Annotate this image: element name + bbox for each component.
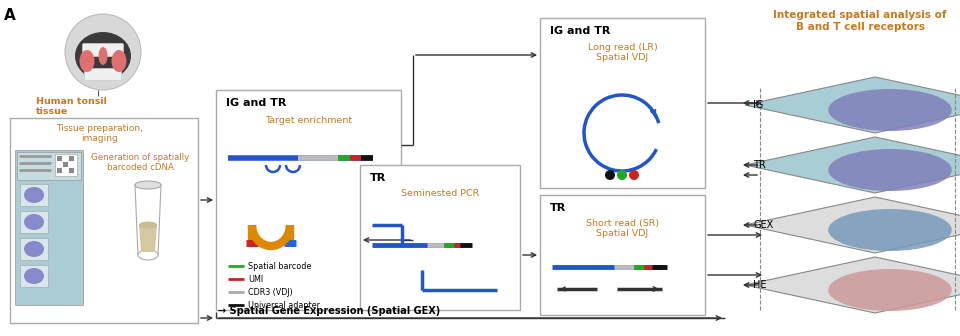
Text: GEX: GEX <box>753 220 773 230</box>
Bar <box>15 150 83 305</box>
Bar <box>69 168 74 173</box>
Ellipse shape <box>828 269 951 311</box>
Polygon shape <box>139 225 157 252</box>
Text: IG and TR: IG and TR <box>550 26 611 36</box>
Text: Target enrichment: Target enrichment <box>265 116 352 125</box>
Bar <box>540 195 705 315</box>
Circle shape <box>617 170 627 180</box>
Polygon shape <box>745 257 960 313</box>
Text: Generation of spatially
barcoded cDNA: Generation of spatially barcoded cDNA <box>91 153 189 172</box>
Text: IG and TR: IG and TR <box>226 98 286 108</box>
Ellipse shape <box>80 50 94 72</box>
Text: Long read (LR)
Spatial VDJ: Long read (LR) Spatial VDJ <box>588 43 658 62</box>
Text: Seminested PCR: Seminested PCR <box>401 189 479 198</box>
FancyBboxPatch shape <box>83 43 124 56</box>
Polygon shape <box>745 197 960 253</box>
Bar <box>57 168 62 173</box>
Circle shape <box>65 14 141 90</box>
Text: HE: HE <box>753 280 766 290</box>
Text: UMI: UMI <box>248 275 263 284</box>
Bar <box>57 156 62 161</box>
Ellipse shape <box>24 214 44 230</box>
Bar <box>540 18 705 188</box>
Circle shape <box>629 170 639 180</box>
Ellipse shape <box>75 32 131 80</box>
Ellipse shape <box>138 250 158 260</box>
Ellipse shape <box>135 181 161 189</box>
Text: Short read (SR)
Spatial VDJ: Short read (SR) Spatial VDJ <box>586 219 660 239</box>
Ellipse shape <box>828 89 951 131</box>
Text: Universal adapter: Universal adapter <box>248 301 320 310</box>
Ellipse shape <box>828 149 951 191</box>
Text: TR: TR <box>370 173 386 183</box>
Polygon shape <box>135 185 161 255</box>
Bar <box>20 211 48 233</box>
Polygon shape <box>745 77 960 133</box>
Ellipse shape <box>24 268 44 284</box>
Bar <box>63 162 68 167</box>
Text: TR: TR <box>753 160 766 170</box>
Ellipse shape <box>111 50 127 72</box>
Ellipse shape <box>24 187 44 203</box>
Ellipse shape <box>99 47 108 65</box>
Ellipse shape <box>24 241 44 257</box>
Bar <box>10 118 198 323</box>
FancyBboxPatch shape <box>84 69 122 81</box>
Bar <box>360 165 520 310</box>
Bar <box>17 152 81 180</box>
Polygon shape <box>745 137 960 193</box>
Bar <box>20 184 48 206</box>
Bar <box>20 265 48 287</box>
Circle shape <box>605 170 615 180</box>
Text: Tissue preparation,
imaging: Tissue preparation, imaging <box>57 124 143 143</box>
Bar <box>69 156 74 161</box>
Text: Spatial barcode: Spatial barcode <box>248 262 311 271</box>
Bar <box>20 238 48 260</box>
Ellipse shape <box>828 209 951 251</box>
Text: TR: TR <box>550 203 566 213</box>
Text: Human tonsil
tissue: Human tonsil tissue <box>36 97 107 116</box>
Text: IG: IG <box>753 100 763 110</box>
Text: Integrated spatial analysis of
B and T cell receptors: Integrated spatial analysis of B and T c… <box>773 10 947 32</box>
Bar <box>55 154 77 176</box>
Text: CDR3 (VDJ): CDR3 (VDJ) <box>248 288 293 297</box>
Text: A: A <box>4 8 15 23</box>
Bar <box>216 90 401 310</box>
Text: → Spatial Gene Expression (Spatial GEX): → Spatial Gene Expression (Spatial GEX) <box>218 306 441 316</box>
Ellipse shape <box>139 221 157 228</box>
